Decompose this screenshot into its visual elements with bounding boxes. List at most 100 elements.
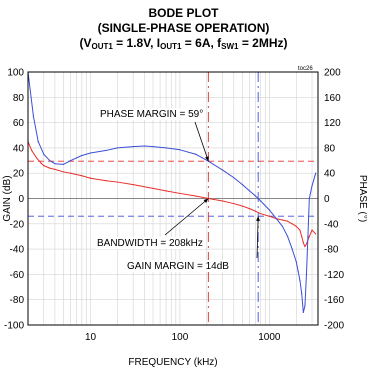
- cond-v-value: = 1.8V,: [112, 36, 157, 50]
- y2-axis-label: PHASE (°): [357, 175, 367, 222]
- phase-point: [315, 172, 317, 174]
- gain-point: [152, 187, 154, 189]
- gain-point: [291, 223, 293, 225]
- annotation-bw: BANDWIDTH = 208kHz: [97, 238, 203, 249]
- gain-point: [54, 168, 56, 171]
- cond-i-label: I: [156, 36, 161, 50]
- phase-point: [152, 146, 154, 148]
- phase-point: [132, 146, 134, 148]
- phase-point: [311, 185, 313, 187]
- gain-point: [305, 243, 308, 245]
- cond-v-label: V: [83, 36, 92, 50]
- phase-point: [254, 195, 257, 197]
- gain-point: [248, 208, 251, 210]
- annotation-leader: [256, 216, 259, 259]
- y2-tick-labels: -200 -160 -120 -80 -40 0 40 80 120 160 200: [324, 68, 344, 332]
- x-tick-labels: 10 100 1000: [85, 332, 281, 343]
- phase-point: [305, 273, 308, 275]
- gain-point: [62, 171, 65, 173]
- y-tick-label: 20: [13, 169, 25, 180]
- annotation-leader: [164, 198, 209, 236]
- cond-f-label: f: [217, 36, 222, 50]
- phase-point: [89, 152, 92, 154]
- x-tick-label: 1000: [258, 332, 281, 343]
- gain-point: [43, 165, 45, 167]
- gain-point: [40, 162, 42, 164]
- phase-point: [43, 153, 45, 155]
- phase-point: [287, 235, 289, 238]
- y2-tick-label: 0: [324, 194, 330, 205]
- y-tick-label: -20: [10, 219, 25, 230]
- gain-point: [89, 177, 92, 179]
- y-tick-label: -80: [10, 295, 25, 306]
- y2-tick-label: 40: [324, 169, 336, 180]
- gain-point: [70, 172, 72, 174]
- x-axis-label: FREQUENCY (kHz): [128, 357, 217, 368]
- annotation-bg: [95, 237, 205, 249]
- gain-point: [281, 219, 284, 221]
- gain-point: [49, 167, 51, 169]
- phase-point: [105, 149, 107, 152]
- y2-tick-label: -200: [324, 321, 344, 332]
- y-tick-label: 100: [7, 68, 24, 79]
- gain-point: [116, 181, 119, 183]
- phase-point: [302, 311, 304, 313]
- chart-subtitle: (SINGLE-PHASE OPERATION): [97, 21, 270, 35]
- figure-id: toc26: [298, 66, 313, 72]
- phase-point: [116, 147, 119, 149]
- y2-tick-label: -40: [324, 219, 339, 230]
- phase-point: [32, 115, 35, 117]
- annotation-gm: GAIN MARGIN = 14dB: [127, 261, 229, 272]
- y-tick-label: 80: [13, 93, 25, 104]
- phase-point: [54, 163, 56, 165]
- y2-tick-label: 200: [324, 68, 341, 79]
- gain-point: [105, 180, 107, 182]
- gain-point: [308, 235, 310, 238]
- phase-point: [248, 190, 251, 192]
- phase-point: [195, 153, 197, 155]
- gain-point: [254, 210, 257, 212]
- gain-point: [81, 175, 83, 177]
- phase-point: [275, 218, 278, 220]
- gain-point: [179, 192, 181, 195]
- phase-point: [268, 209, 270, 211]
- gain-point: [268, 215, 270, 217]
- y-tick-label: -100: [4, 321, 24, 332]
- phase-point: [165, 147, 167, 149]
- phase-point: [299, 280, 301, 282]
- phase-point: [260, 200, 262, 202]
- phase-point: [297, 270, 299, 272]
- y-tick-label: 0: [18, 194, 24, 205]
- gain-point: [31, 149, 33, 152]
- annotation-bg: [98, 108, 206, 120]
- annotation-bg: [125, 260, 231, 272]
- phase-point: [49, 159, 51, 162]
- phase-point: [301, 292, 303, 294]
- y2-tick-label: 160: [324, 93, 341, 104]
- gain-point: [311, 229, 313, 231]
- gain-point: [241, 205, 244, 207]
- gain-point: [299, 229, 301, 231]
- gain-point: [304, 245, 306, 248]
- phase-point: [179, 149, 181, 151]
- y-tick-label: 60: [13, 118, 25, 129]
- gain-point: [165, 190, 167, 192]
- phase-point: [143, 145, 145, 147]
- test-conditions: (VOUT1 = 1.8V, IOUT1 = 6A, fSW1 = 2MHz): [0, 36, 367, 54]
- cond-i-value: = 6A,: [181, 36, 218, 50]
- phase-point: [307, 235, 309, 238]
- annotations: PHASE MARGIN = 59° BANDWIDTH = 208kHz GAIN…: [95, 108, 260, 272]
- x-tick-label: 10: [85, 332, 97, 343]
- y-tick-label: -60: [10, 270, 25, 281]
- gain-point: [295, 225, 297, 227]
- gain-point: [315, 233, 317, 235]
- phase-point: [281, 225, 284, 227]
- gain-point: [195, 195, 197, 197]
- gain-point: [287, 220, 289, 222]
- cond-v-sub: OUT1: [91, 42, 113, 51]
- y-axis-label: GAIN (dB): [2, 175, 13, 221]
- cond-f-value: = 2MHz): [238, 36, 288, 50]
- phase-point: [221, 169, 224, 171]
- y-tick-label: -40: [10, 245, 25, 256]
- phase-point: [304, 305, 306, 307]
